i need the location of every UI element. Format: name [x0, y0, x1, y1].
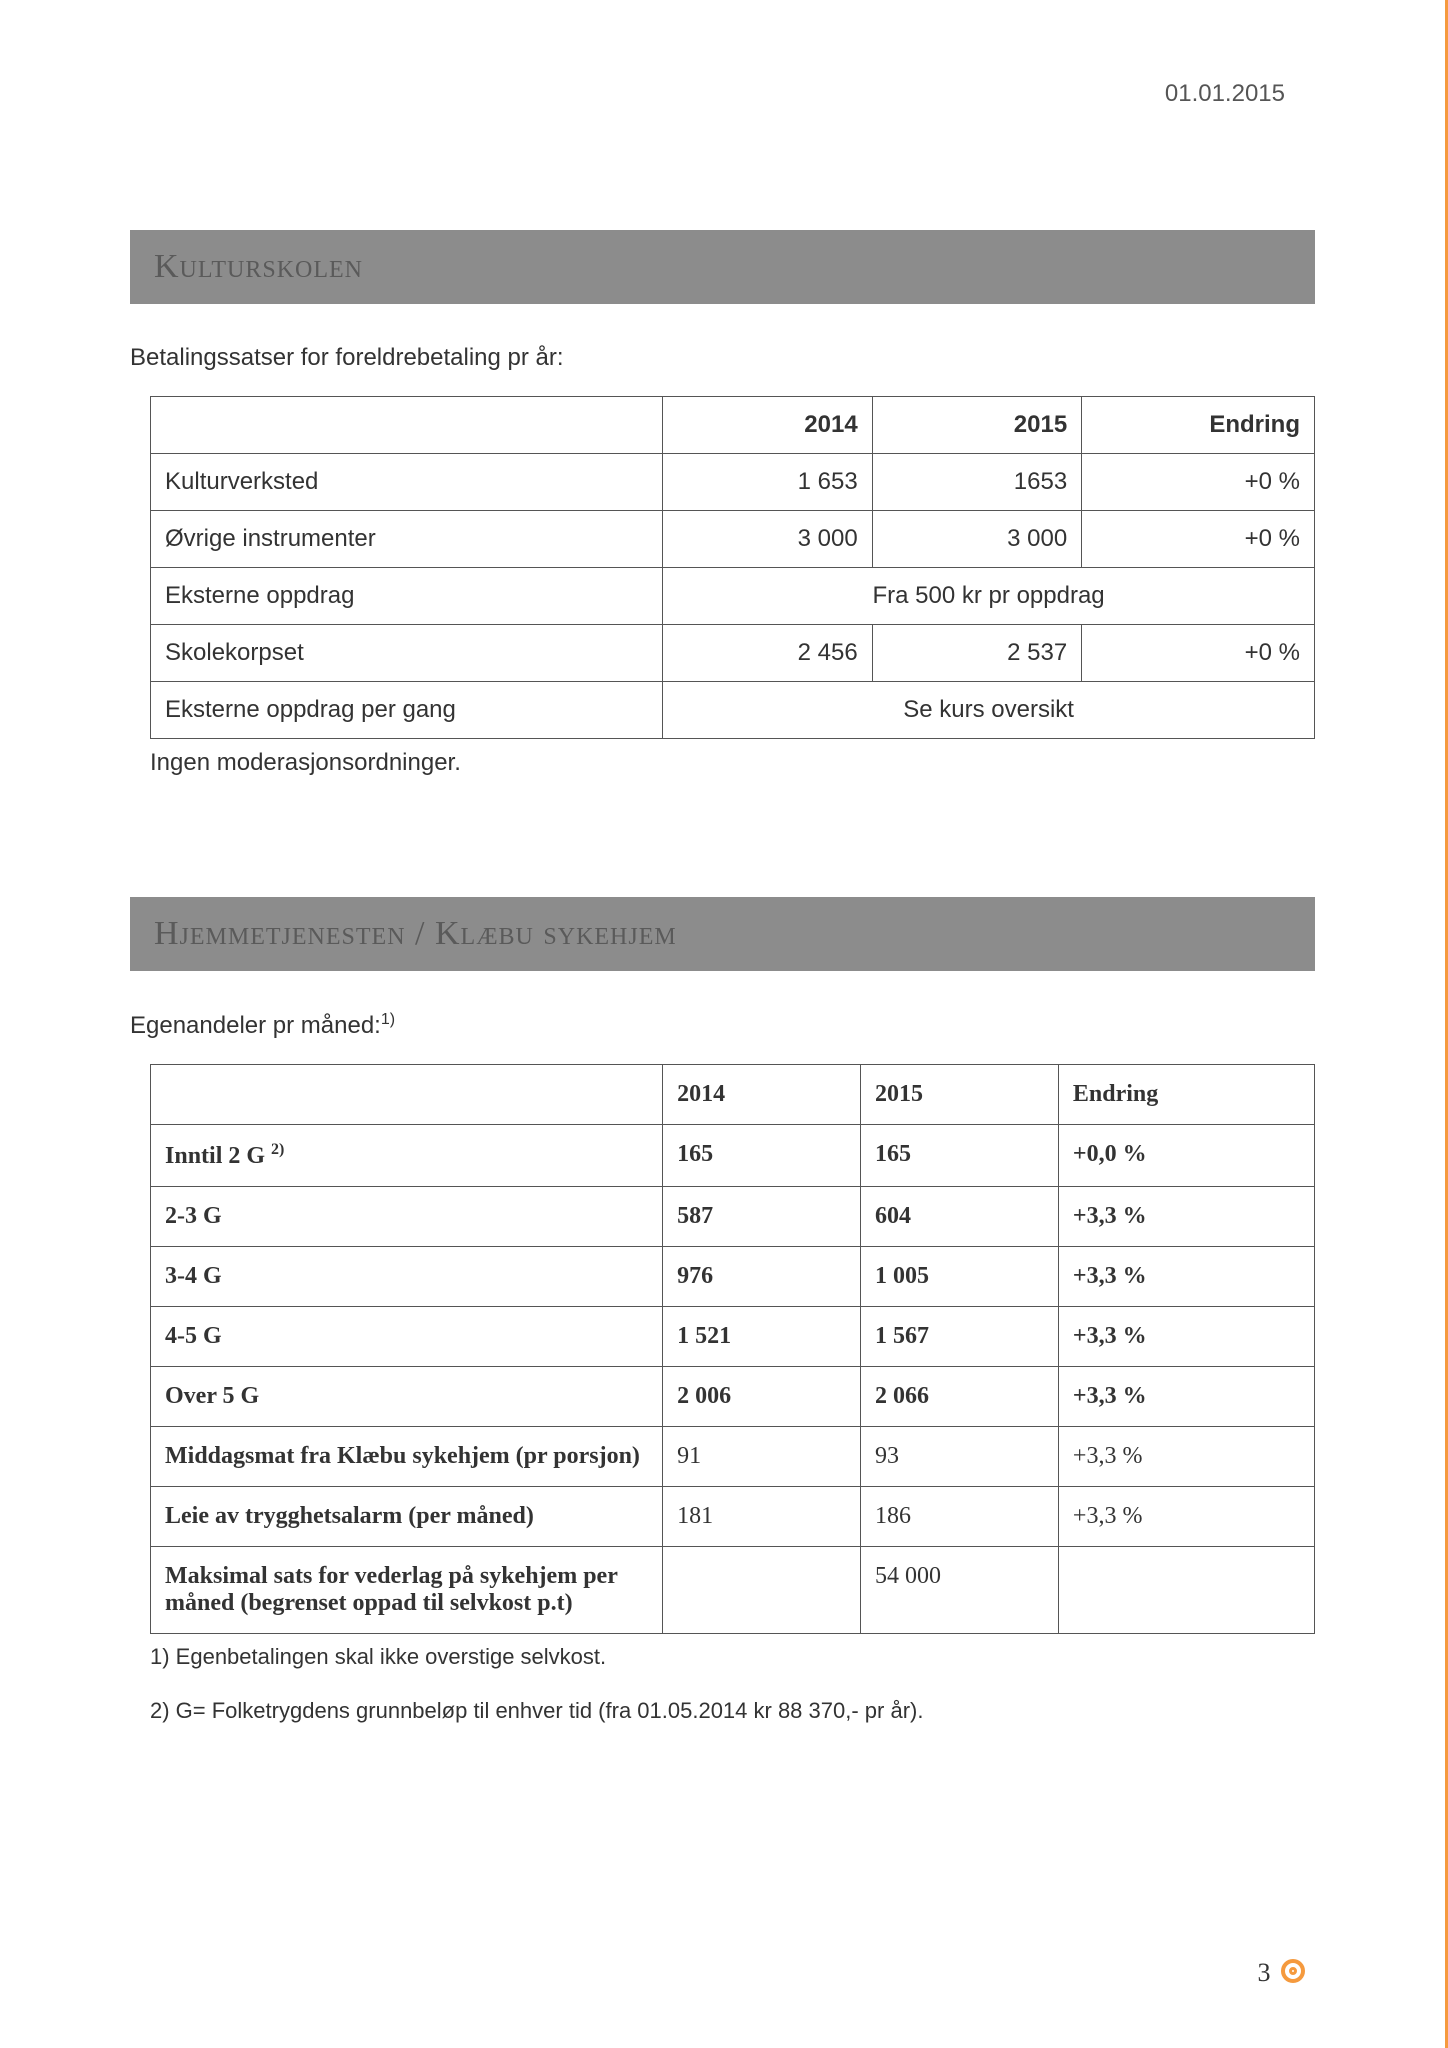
- cell-endring: +3,3 %: [1058, 1247, 1314, 1307]
- cell-endring: +3,3 %: [1058, 1187, 1314, 1247]
- page: 01.01.2015 Kulturskolen Betalingssatser …: [0, 0, 1448, 2048]
- cell-c2014: 3 000: [663, 511, 873, 568]
- table-row: Skolekorpset2 4562 537+0 %: [151, 625, 1315, 682]
- cell-c2014: 976: [663, 1247, 861, 1307]
- table-row: Over 5 G2 0062 066+3,3 %: [151, 1367, 1315, 1427]
- cell-c2014: 2 006: [663, 1367, 861, 1427]
- col-header-empty: [151, 1065, 663, 1125]
- cell-c2014: 2 456: [663, 625, 873, 682]
- table-row: Eksterne oppdragFra 500 kr pr oppdrag: [151, 568, 1315, 625]
- footnote-1: 1) Egenbetalingen skal ikke overstige se…: [150, 1644, 1315, 1670]
- cell-endring: +0 %: [1082, 454, 1315, 511]
- row-label: 4-5 G: [151, 1307, 663, 1367]
- table-row: Middagsmat fra Klæbu sykehjem (pr porsjo…: [151, 1427, 1315, 1487]
- cell-c2014: 1 521: [663, 1307, 861, 1367]
- table-row: 2-3 G587604+3,3 %: [151, 1187, 1315, 1247]
- section1-note: Ingen moderasjonsordninger.: [150, 749, 1315, 777]
- table-row: Inntil 2 G 2)165165+0,0 %: [151, 1125, 1315, 1187]
- document-date: 01.01.2015: [1165, 80, 1285, 108]
- table-header-row: 2014 2015 Endring: [151, 397, 1315, 454]
- row-merged-value: Fra 500 kr pr oppdrag: [663, 568, 1315, 625]
- section-title: Hjemmetjenesten / Klæbu sykehjem: [154, 915, 677, 952]
- col-header-2015: 2015: [861, 1065, 1059, 1125]
- section-header-hjemmetjenesten: Hjemmetjenesten / Klæbu sykehjem: [130, 897, 1315, 971]
- col-header-2014: 2014: [663, 1065, 861, 1125]
- row-label: Kulturverksted: [151, 454, 663, 511]
- cell-c2015: 2 066: [861, 1367, 1059, 1427]
- row-label: 3-4 G: [151, 1247, 663, 1307]
- cell-endring: +3,3 %: [1058, 1367, 1314, 1427]
- row-label: Skolekorpset: [151, 625, 663, 682]
- page-ornament-icon: [1281, 1959, 1305, 1983]
- cell-c2015: 186: [861, 1487, 1059, 1547]
- col-header-endring: Endring: [1082, 397, 1315, 454]
- cell-c2014: 587: [663, 1187, 861, 1247]
- intro-text: Egenandeler pr måned:: [130, 1012, 381, 1039]
- table-row: Maksimal sats for vederlag på sykehjem p…: [151, 1547, 1315, 1634]
- row-label: Leie av trygghetsalarm (per måned): [151, 1487, 663, 1547]
- cell-c2015: 1 005: [861, 1247, 1059, 1307]
- cell-c2014: 91: [663, 1427, 861, 1487]
- row-label: Maksimal sats for vederlag på sykehjem p…: [151, 1547, 663, 1634]
- cell-c2014: [663, 1547, 861, 1634]
- page-number: 3: [1258, 1958, 1306, 1988]
- table-row: Øvrige instrumenter3 0003 000+0 %: [151, 511, 1315, 568]
- cell-endring: +0,0 %: [1058, 1125, 1314, 1187]
- row-merged-value: Se kurs oversikt: [663, 682, 1315, 739]
- cell-endring: +0 %: [1082, 511, 1315, 568]
- cell-c2015: 3 000: [872, 511, 1082, 568]
- col-header-empty: [151, 397, 663, 454]
- cell-c2015: 1653: [872, 454, 1082, 511]
- table-row: 4-5 G1 5211 567+3,3 %: [151, 1307, 1315, 1367]
- row-label: 2-3 G: [151, 1187, 663, 1247]
- cell-endring: +3,3 %: [1058, 1307, 1314, 1367]
- cell-endring: +0 %: [1082, 625, 1315, 682]
- intro-sup: 1): [381, 1011, 395, 1028]
- row-label: Over 5 G: [151, 1367, 663, 1427]
- table-row: 3-4 G9761 005+3,3 %: [151, 1247, 1315, 1307]
- section-header-kulturskolen: Kulturskolen: [130, 230, 1315, 304]
- page-number-value: 3: [1258, 1958, 1271, 1987]
- table-row: Leie av trygghetsalarm (per måned)181186…: [151, 1487, 1315, 1547]
- cell-endring: +3,3 %: [1058, 1427, 1314, 1487]
- col-header-endring: Endring: [1058, 1065, 1314, 1125]
- section1-intro: Betalingssatser for foreldrebetaling pr …: [130, 344, 1315, 372]
- row-label: Inntil 2 G 2): [151, 1125, 663, 1187]
- cell-c2014: 165: [663, 1125, 861, 1187]
- table-hjemmetjenesten: 2014 2015 Endring Inntil 2 G 2)165165+0,…: [150, 1064, 1315, 1634]
- cell-c2014: 181: [663, 1487, 861, 1547]
- cell-c2015: 604: [861, 1187, 1059, 1247]
- cell-c2015: 54 000: [861, 1547, 1059, 1634]
- table-row: Kulturverksted1 6531653+0 %: [151, 454, 1315, 511]
- cell-c2015: 1 567: [861, 1307, 1059, 1367]
- cell-c2014: 1 653: [663, 454, 873, 511]
- row-label: Middagsmat fra Klæbu sykehjem (pr porsjo…: [151, 1427, 663, 1487]
- section-title: Kulturskolen: [154, 248, 363, 285]
- table-kulturskolen: 2014 2015 Endring Kulturverksted1 653165…: [150, 396, 1315, 739]
- table-row: Eksterne oppdrag per gangSe kurs oversik…: [151, 682, 1315, 739]
- cell-endring: +3,3 %: [1058, 1487, 1314, 1547]
- col-header-2014: 2014: [663, 397, 873, 454]
- row-label: Øvrige instrumenter: [151, 511, 663, 568]
- col-header-2015: 2015: [872, 397, 1082, 454]
- table-header-row: 2014 2015 Endring: [151, 1065, 1315, 1125]
- row-label: Eksterne oppdrag: [151, 568, 663, 625]
- cell-c2015: 165: [861, 1125, 1059, 1187]
- cell-c2015: 2 537: [872, 625, 1082, 682]
- cell-c2015: 93: [861, 1427, 1059, 1487]
- footnote-2: 2) G= Folketrygdens grunnbeløp til enhve…: [150, 1698, 1315, 1724]
- cell-endring: [1058, 1547, 1314, 1634]
- row-label: Eksterne oppdrag per gang: [151, 682, 663, 739]
- section2-intro: Egenandeler pr måned:1): [130, 1011, 1315, 1040]
